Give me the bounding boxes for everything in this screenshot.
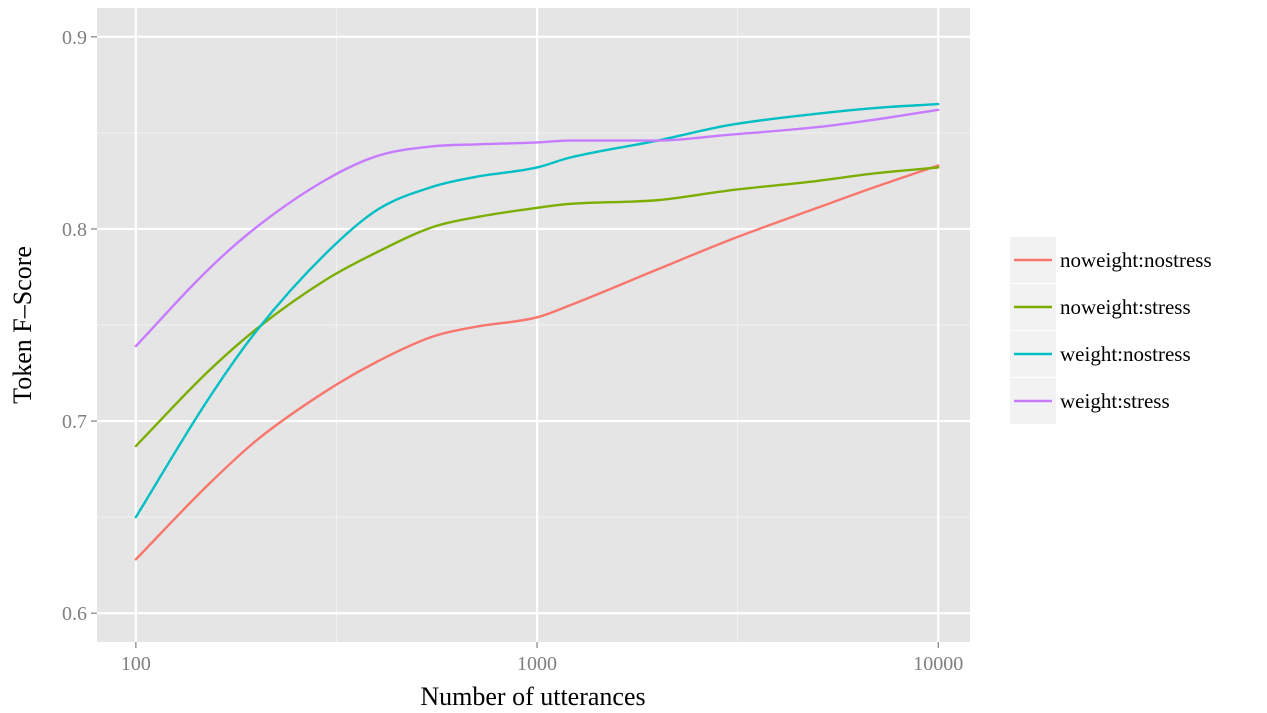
major-gridlines: [97, 8, 970, 642]
legend-label: weight:stress: [1060, 389, 1170, 413]
series-line-weight-stress: [134, 108, 940, 348]
legend-item: weight:nostress: [1010, 331, 1191, 377]
legend: noweight:nostress noweight:stress weight:n…: [1010, 237, 1212, 424]
y-tick-label: 0.6: [62, 603, 87, 625]
series-line-weight-nostress: [134, 102, 940, 519]
legend-item: noweight:nostress: [1010, 237, 1212, 283]
legend-item: noweight:stress: [1010, 284, 1191, 330]
legend-item: weight:stress: [1010, 378, 1170, 424]
legend-label: noweight:nostress: [1060, 248, 1212, 272]
series-lines: [134, 102, 940, 561]
x-tick-label: 100: [121, 653, 151, 675]
y-tick-label: 0.8: [62, 219, 87, 241]
x-tick-label: 1000: [517, 653, 557, 675]
x-axis-title: Number of utterances: [420, 682, 645, 711]
x-axis: 100 1000 10000: [121, 642, 963, 675]
y-axis: 0.6 0.7 0.8 0.9: [62, 27, 97, 625]
series-line-noweight-nostress: [134, 164, 940, 561]
legend-label: noweight:stress: [1060, 295, 1191, 319]
legend-label: weight:nostress: [1060, 342, 1191, 366]
y-axis-title: Token F–Score: [8, 246, 37, 404]
y-tick-label: 0.9: [62, 27, 87, 49]
x-tick-label: 10000: [913, 653, 963, 675]
minor-gridlines: [97, 8, 970, 642]
y-tick-label: 0.7: [62, 411, 87, 433]
